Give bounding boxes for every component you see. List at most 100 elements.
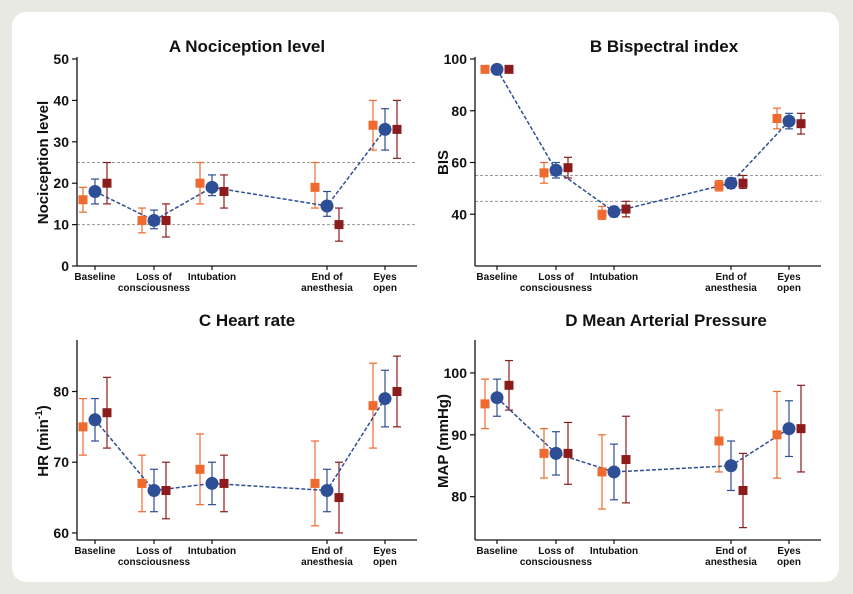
x-tick-label: End of [311, 272, 343, 283]
data-point-circle [320, 484, 334, 497]
x-tick-label: End of [715, 546, 747, 557]
x-tick-label: Eyes [373, 546, 397, 557]
y-tick-label: 70 [53, 454, 69, 470]
x-tick-label: anesthesia [301, 283, 353, 294]
y-tick-label: 80 [451, 103, 467, 119]
series-line [496, 68, 790, 213]
y-axis-label-suffix: ) [35, 405, 52, 410]
data-point-square [78, 422, 88, 432]
data-point-square [161, 215, 171, 225]
y-tick-label: 30 [53, 134, 69, 150]
data-point-square [195, 178, 205, 188]
x-tick-label: anesthesia [705, 557, 757, 568]
data-point-circle [549, 446, 563, 460]
data-point-circle [724, 459, 738, 473]
data-point-square [563, 163, 573, 173]
x-tick-label: open [373, 283, 397, 294]
data-point-square [334, 220, 344, 230]
x-tick-label: Intubation [590, 546, 638, 557]
data-point-square [480, 64, 490, 74]
data-point-square [621, 455, 631, 465]
y-tick-label: 40 [451, 206, 467, 222]
chart-title: B Bispectral index [590, 37, 739, 56]
chart-title: A Nociception level [169, 37, 325, 56]
x-tick-label: open [777, 557, 801, 568]
chart-title: C Heart rate [199, 311, 295, 330]
x-tick-label: Intubation [188, 546, 236, 557]
data-point-square [368, 401, 378, 411]
data-point-square [392, 124, 402, 134]
data-point-circle [205, 180, 219, 194]
data-point-circle [147, 484, 161, 497]
data-point-square [195, 464, 205, 474]
data-point-square [137, 215, 147, 225]
data-point-circle [490, 62, 504, 76]
data-point-square [738, 486, 748, 495]
data-point-square [219, 478, 229, 488]
data-point-square [504, 64, 514, 74]
data-point-square [539, 168, 549, 178]
y-tick-label: 10 [53, 217, 69, 233]
x-tick-label: Eyes [777, 272, 801, 283]
data-point-square [102, 178, 112, 188]
y-axis-label-text: HR (min [35, 419, 52, 477]
y-tick-label: 80 [451, 489, 467, 505]
data-point-circle [147, 213, 161, 227]
y-axis-label-text: BIS [435, 150, 452, 175]
data-point-square [480, 399, 490, 409]
y-axis-label-text: MAP (mmHg) [435, 394, 452, 488]
data-point-square [310, 478, 320, 488]
data-point-square [310, 182, 320, 192]
x-tick-label: Eyes [777, 546, 801, 557]
data-point-square [738, 178, 748, 188]
data-point-square [102, 408, 112, 418]
y-tick-label: 50 [53, 51, 69, 67]
data-point-square [772, 114, 782, 124]
y-axis-label: Nociception level [35, 101, 52, 224]
data-point-circle [782, 422, 796, 436]
chart-panel-3: C Heart rate HR (min-1) 60 70 80 Baseline Loss… [34, 311, 417, 568]
data-point-square [504, 380, 514, 390]
x-tick-label: Loss of [538, 272, 574, 283]
y-tick-label: 20 [53, 175, 69, 191]
data-point-circle [88, 184, 102, 198]
chart-panel-1: A Nociception level Nociception level 0 10 2… [35, 37, 417, 294]
data-point-square [621, 204, 631, 214]
data-point-circle [88, 413, 102, 427]
data-point-circle [205, 476, 219, 490]
data-point-square [597, 467, 607, 477]
data-point-square [563, 448, 573, 458]
data-point-circle [607, 465, 621, 479]
x-tick-label: anesthesia [705, 283, 757, 294]
data-point-circle [724, 176, 738, 190]
data-point-circle [378, 392, 392, 406]
data-point-square [714, 436, 724, 446]
y-tick-label: 0 [61, 258, 69, 274]
data-point-square [78, 195, 88, 205]
data-point-circle [490, 391, 504, 405]
data-point-square [539, 448, 549, 458]
x-tick-label: Loss of [136, 272, 172, 283]
y-tick-label: 40 [53, 92, 69, 108]
data-point-square [714, 181, 724, 191]
data-point-square [597, 209, 607, 219]
x-tick-label: Intubation [188, 272, 236, 283]
data-point-square [392, 387, 402, 396]
data-point-square [796, 424, 806, 434]
x-tick-label: consciousness [118, 557, 191, 568]
data-point-circle [320, 199, 334, 213]
x-tick-label: End of [311, 546, 343, 557]
x-tick-label: Eyes [373, 272, 397, 283]
x-tick-label: consciousness [118, 283, 191, 294]
x-tick-label: consciousness [520, 283, 593, 294]
y-tick-label: 100 [444, 365, 468, 381]
data-point-circle [607, 205, 621, 219]
data-point-circle [782, 114, 796, 128]
y-tick-label: 60 [53, 525, 69, 541]
x-tick-label: Loss of [538, 546, 574, 557]
x-tick-label: Baseline [74, 272, 116, 283]
y-tick-label: 80 [53, 384, 69, 400]
y-axis-label: MAP (mmHg) [435, 394, 452, 488]
x-tick-label: Baseline [476, 272, 518, 283]
